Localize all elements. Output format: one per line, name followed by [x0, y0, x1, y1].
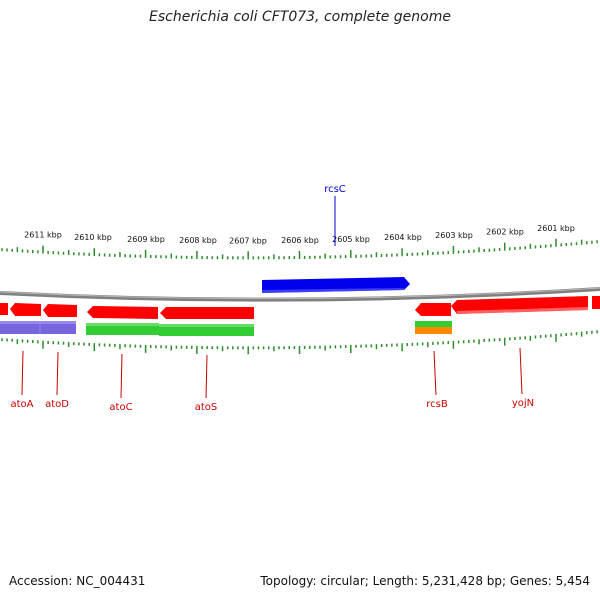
gene-label-yojN[interactable]: yojN — [512, 398, 534, 409]
scale-tick-label: 2606 kbp — [281, 236, 319, 245]
gene-atoC-feature[interactable] — [86, 306, 159, 335]
scale-tick-label: 2607 kbp — [229, 236, 267, 245]
genome-title: Escherichia coli CFT073, complete genome — [149, 9, 451, 25]
gene-atoD-feature[interactable] — [43, 304, 77, 317]
scale-tick-labels: 2611 kbp 2610 kbp 2609 kbp 2608 kbp 2607 kbp… — [24, 224, 575, 245]
gene-label-rcsC[interactable]: rcsC — [324, 184, 346, 195]
scale-tick-label: 2603 kbp — [435, 231, 473, 240]
scale-tick-label: 2604 kbp — [384, 233, 422, 242]
scale-tick-label: 2605 kbp — [332, 235, 370, 244]
scale-ticks-top — [1, 238, 598, 260]
scale-tick-label: 2611 kbp — [24, 231, 62, 240]
purple-feature[interactable] — [0, 321, 76, 334]
gene-leader-lines — [21, 196, 523, 399]
gene-atoA-feature[interactable] — [0, 303, 41, 316]
gene-rcsC-feature[interactable] — [262, 277, 410, 293]
gene-edge-feature[interactable] — [592, 296, 600, 309]
gene-label-atoC[interactable]: atoC — [109, 402, 132, 413]
accession-text: Accession: NC_004431 — [9, 574, 146, 588]
scale-tick-label: 2602 kbp — [486, 228, 524, 237]
scale-tick-label: 2610 kbp — [74, 233, 112, 242]
gene-label-atoS[interactable]: atoS — [195, 402, 218, 413]
genome-backbone-highlight — [0, 287, 600, 300]
scale-tick-label: 2608 kbp — [179, 236, 217, 245]
gene-rcsB-feature[interactable] — [415, 303, 452, 334]
gene-yojN-feature[interactable] — [451, 296, 588, 314]
scale-tick-label: 2609 kbp — [127, 235, 165, 244]
scale-ticks-bottom — [1, 330, 598, 355]
scale-tick-label: 2601 kbp — [537, 224, 575, 233]
genome-summary-text: Topology: circular; Length: 5,231,428 bp… — [260, 574, 590, 588]
gene-atoS-feature[interactable] — [159, 307, 254, 336]
gene-label-rcsB[interactable]: rcsB — [426, 399, 448, 410]
gene-label-atoD[interactable]: atoD — [45, 399, 69, 410]
gene-label-atoA[interactable]: atoA — [10, 399, 33, 410]
genome-backbone — [0, 287, 600, 302]
